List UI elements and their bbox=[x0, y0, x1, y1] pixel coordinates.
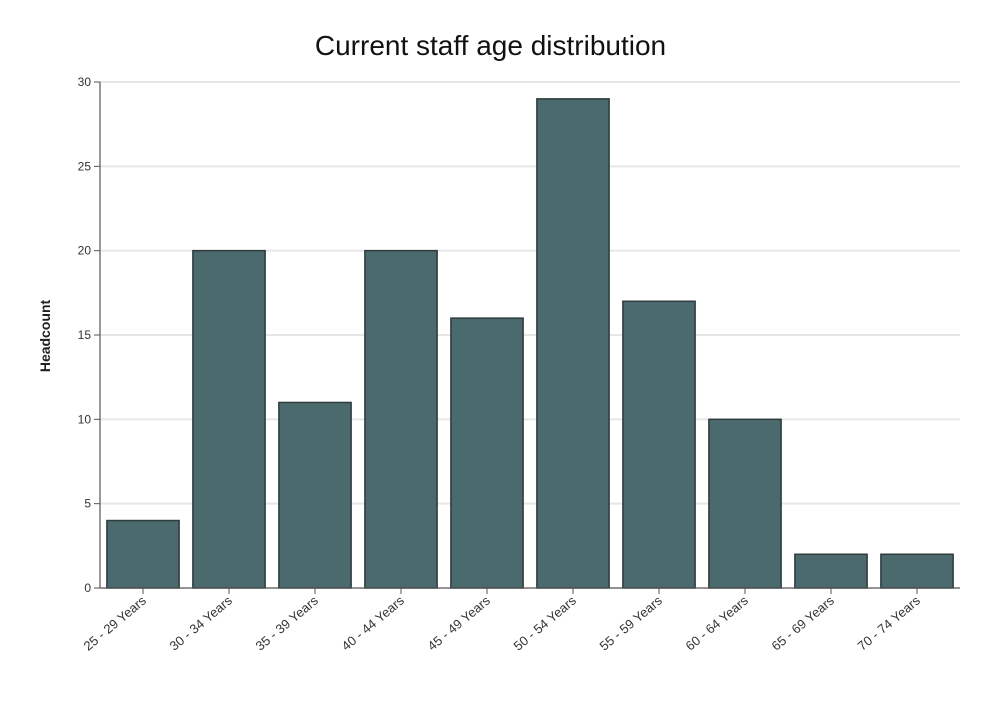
bar bbox=[622, 300, 696, 589]
bar bbox=[192, 249, 266, 589]
bar bbox=[536, 98, 610, 589]
bar bbox=[278, 401, 352, 589]
y-tick-label: 5 bbox=[84, 497, 91, 511]
y-tick-label: 25 bbox=[78, 159, 92, 173]
y-axis-label: Headcount bbox=[37, 299, 53, 372]
chart-title: Current staff age distribution bbox=[314, 30, 667, 61]
x-tick-label: 25 - 29 Years bbox=[81, 592, 150, 653]
x-tick-label: 45 - 49 Years bbox=[425, 592, 494, 653]
bar bbox=[794, 553, 868, 589]
y-tick-label: 20 bbox=[78, 244, 92, 258]
x-tick-label: 55 - 59 Years bbox=[597, 592, 666, 653]
y-tick-label: 30 bbox=[78, 75, 92, 89]
bar bbox=[106, 519, 180, 589]
bar bbox=[880, 553, 954, 589]
x-tick-label: 40 - 44 Years bbox=[339, 592, 408, 653]
x-tick-label: 60 - 64 Years bbox=[683, 592, 752, 653]
bar bbox=[708, 418, 782, 589]
x-tick-label: 50 - 54 Years bbox=[511, 592, 580, 653]
y-tick-label: 15 bbox=[78, 328, 92, 342]
bar bbox=[450, 317, 524, 589]
y-tick-label: 0 bbox=[84, 581, 91, 595]
bar-layer bbox=[106, 98, 954, 589]
bar bbox=[364, 249, 438, 589]
y-tick-label: 10 bbox=[78, 412, 92, 426]
x-tick-label: 65 - 69 Years bbox=[769, 592, 838, 653]
x-tick-label: 70 - 74 Years bbox=[855, 592, 924, 653]
x-tick-label: 30 - 34 Years bbox=[167, 592, 236, 653]
x-tick-label: 35 - 39 Years bbox=[253, 592, 322, 653]
